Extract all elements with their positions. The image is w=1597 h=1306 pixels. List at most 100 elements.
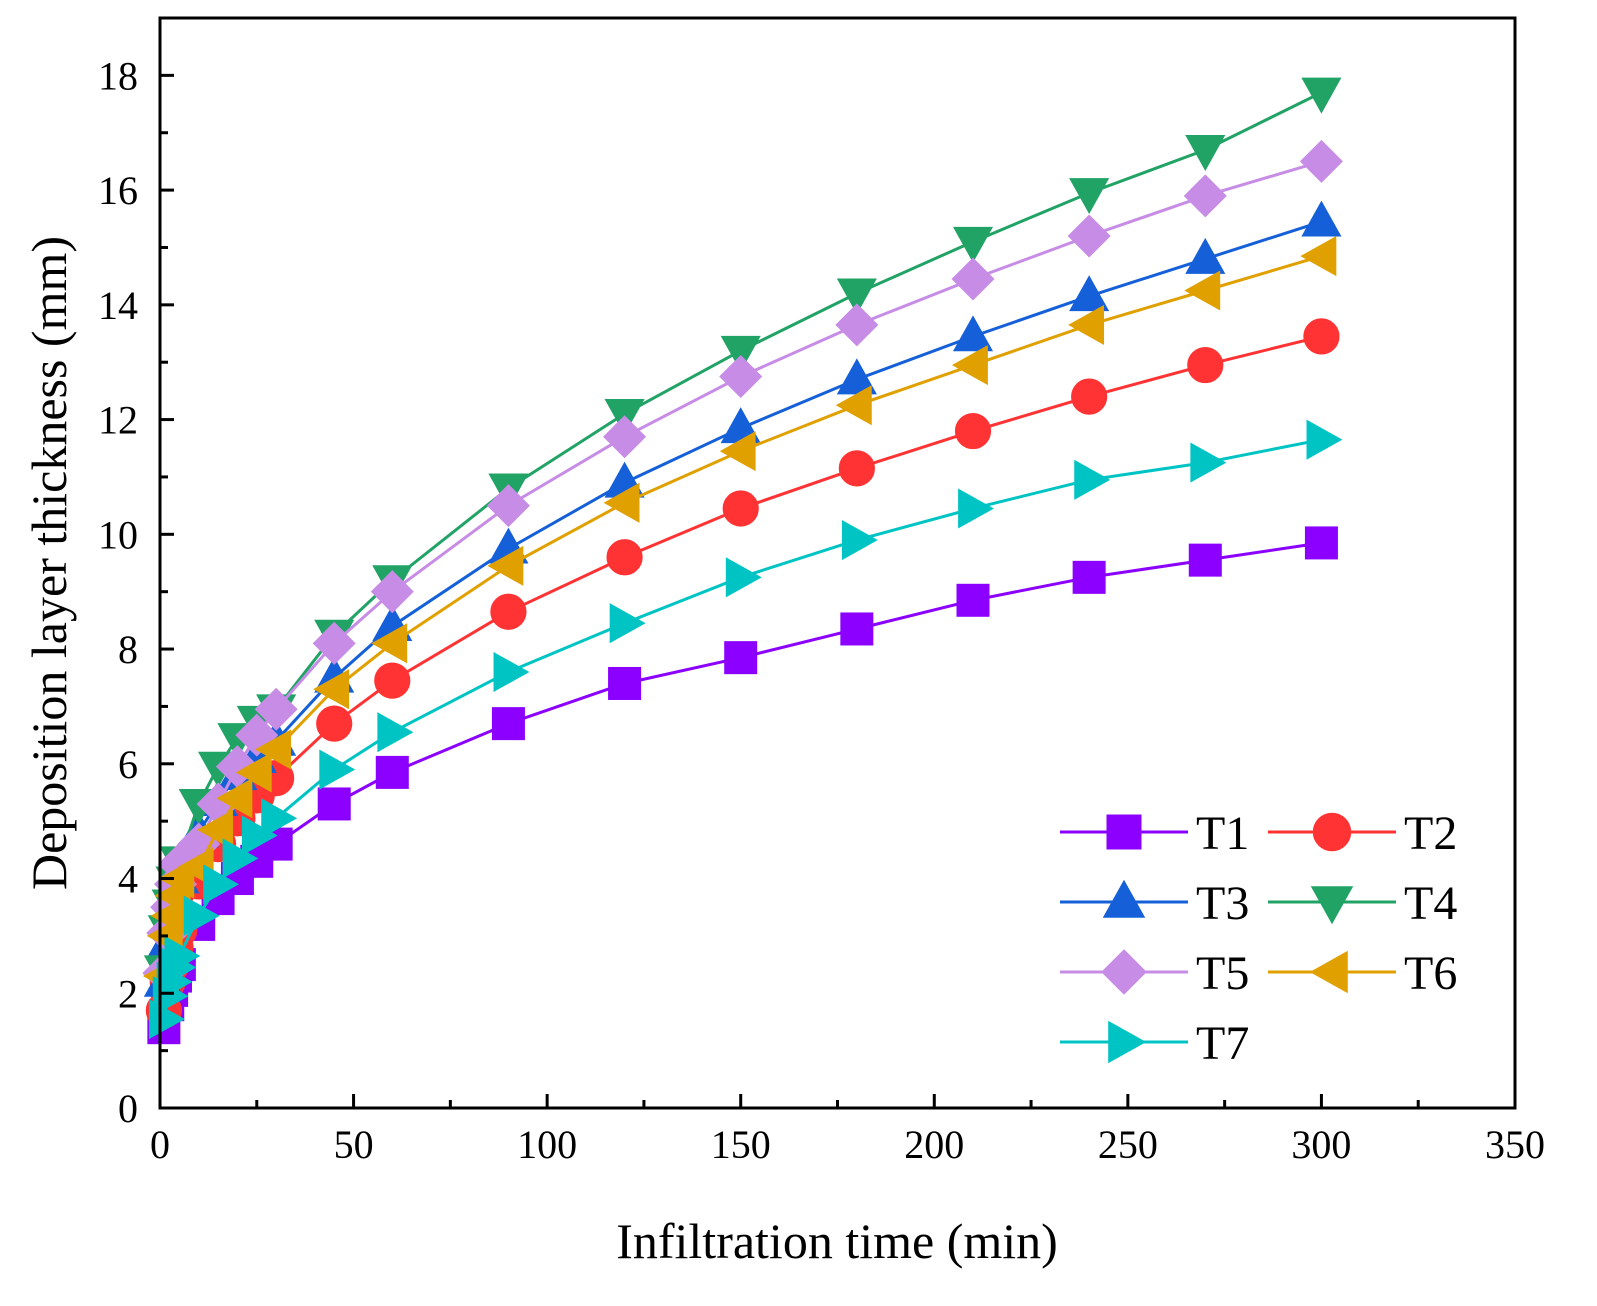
data-point-T5: [951, 257, 995, 301]
x-axis-title: Infiltration time (min): [616, 1213, 1058, 1269]
x-tick-label: 0: [150, 1122, 170, 1167]
data-point-T7: [1074, 459, 1111, 500]
data-point-T3: [1301, 200, 1342, 237]
y-tick-label: 2: [118, 971, 138, 1016]
data-point-T1: [1304, 526, 1338, 560]
y-tick-label: 10: [98, 512, 138, 557]
data-point-T4: [1185, 135, 1226, 171]
data-point-T6: [603, 482, 640, 523]
x-tick-label: 50: [334, 1122, 374, 1167]
data-point-T7: [183, 895, 220, 936]
x-tick-label: 150: [711, 1122, 771, 1167]
data-point-T7: [1306, 419, 1343, 460]
legend-marker-T4: [1310, 886, 1354, 925]
data-point-T2: [490, 593, 527, 630]
data-point-T2: [374, 662, 411, 699]
data-point-T4: [720, 335, 761, 372]
data-point-T3: [952, 315, 994, 352]
legend-label: T7: [1196, 1017, 1249, 1070]
data-point-T1: [956, 583, 990, 617]
data-point-T6: [1068, 304, 1105, 345]
x-tick-label: 200: [904, 1122, 964, 1167]
data-point-T6: [951, 345, 988, 386]
data-point-T2: [1071, 378, 1108, 415]
data-point-T7: [261, 798, 298, 839]
data-point-T4: [836, 278, 877, 315]
legend-marker-T5: [1101, 949, 1147, 995]
y-tick-label: 6: [118, 742, 138, 787]
data-point-T7: [958, 488, 995, 529]
series-T7: [148, 419, 1343, 1040]
data-point-T2: [722, 490, 759, 527]
x-tick-label: 300: [1291, 1122, 1351, 1167]
data-point-T1: [840, 612, 874, 646]
y-tick-label: 18: [98, 53, 138, 98]
legend-item-T1: T1: [1060, 807, 1249, 860]
data-point-T7: [609, 603, 646, 644]
legend-item-T5: T5: [1060, 947, 1249, 1000]
legend-label: T1: [1196, 807, 1249, 860]
data-point-T6: [1300, 236, 1337, 277]
data-point-T5: [486, 484, 530, 528]
x-tick-label: 350: [1485, 1122, 1545, 1167]
data-point-T5: [370, 570, 414, 614]
legend: T1 T2 T3 T4 T5 T6 T7: [1060, 807, 1457, 1070]
y-tick-label: 14: [98, 283, 138, 328]
data-point-T7: [222, 838, 259, 879]
x-tick-label: 100: [517, 1122, 577, 1167]
data-point-T6: [371, 623, 408, 664]
legend-marker-T6: [1309, 950, 1348, 994]
legend-item-T6: T6: [1268, 947, 1457, 1000]
data-point-T1: [1188, 543, 1222, 577]
data-point-T2: [1187, 346, 1224, 384]
data-point-T1: [1072, 560, 1106, 594]
data-point-T5: [1299, 139, 1343, 183]
legend-item-T2: T2: [1268, 807, 1457, 860]
data-point-T5: [1183, 174, 1227, 218]
legend-label: T2: [1404, 807, 1457, 860]
y-tick-label: 0: [118, 1086, 138, 1131]
data-point-T2: [954, 412, 992, 450]
legend-marker-T2: [1312, 812, 1352, 852]
data-point-T6: [216, 778, 253, 819]
data-point-T5: [254, 687, 298, 731]
data-point-T7: [164, 935, 201, 977]
data-point-T3: [1185, 237, 1226, 274]
data-point-T5: [835, 303, 879, 347]
legend-item-T7: T7: [1060, 1017, 1249, 1070]
data-point-T6: [255, 729, 292, 770]
data-point-T7: [377, 712, 414, 753]
legend-label: T4: [1404, 877, 1457, 930]
data-point-T1: [608, 666, 642, 700]
legend-item-T3: T3: [1060, 877, 1249, 930]
data-point-T3: [1069, 275, 1110, 312]
legend-label: T3: [1196, 877, 1249, 930]
data-point-T4: [1301, 77, 1342, 114]
data-point-T5: [603, 415, 647, 459]
legend-marker-T7: [1108, 1020, 1147, 1064]
data-point-T2: [838, 450, 875, 487]
data-point-T7: [841, 520, 878, 561]
data-point-T7: [1190, 442, 1227, 483]
legend-marker-T1: [1106, 814, 1142, 850]
data-point-T6: [719, 431, 756, 472]
series-layer: [142, 77, 1343, 1045]
data-point-T6: [835, 385, 872, 426]
ticks-layer: 0 50 100 150 200 250 300 350 0 2 4 6 8 10 12 14 16 18: [98, 53, 1545, 1167]
data-point-T1: [724, 641, 758, 675]
data-point-T5: [1067, 214, 1111, 258]
data-point-T6: [235, 752, 272, 793]
data-point-T5: [312, 621, 356, 665]
data-point-T7: [493, 651, 530, 693]
y-tick-label: 16: [98, 168, 138, 213]
legend-label: T6: [1404, 947, 1457, 1000]
y-tick-label: 8: [118, 627, 138, 672]
data-point-T4: [1069, 178, 1110, 214]
y-tick-label: 4: [118, 857, 138, 902]
data-point-T1: [491, 707, 525, 741]
data-point-T1: [317, 787, 351, 821]
data-point-T6: [313, 669, 350, 710]
data-point-T2: [316, 705, 353, 742]
data-point-T5: [719, 355, 763, 399]
